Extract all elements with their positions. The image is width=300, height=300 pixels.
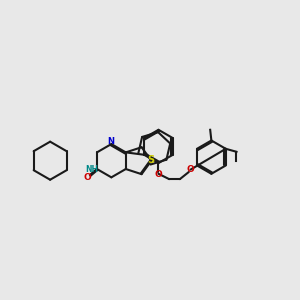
Text: O: O bbox=[84, 173, 91, 182]
Text: O: O bbox=[187, 165, 194, 174]
Text: N: N bbox=[107, 137, 114, 146]
Text: NH: NH bbox=[86, 164, 99, 173]
Text: S: S bbox=[147, 155, 155, 165]
Text: O: O bbox=[154, 170, 162, 179]
